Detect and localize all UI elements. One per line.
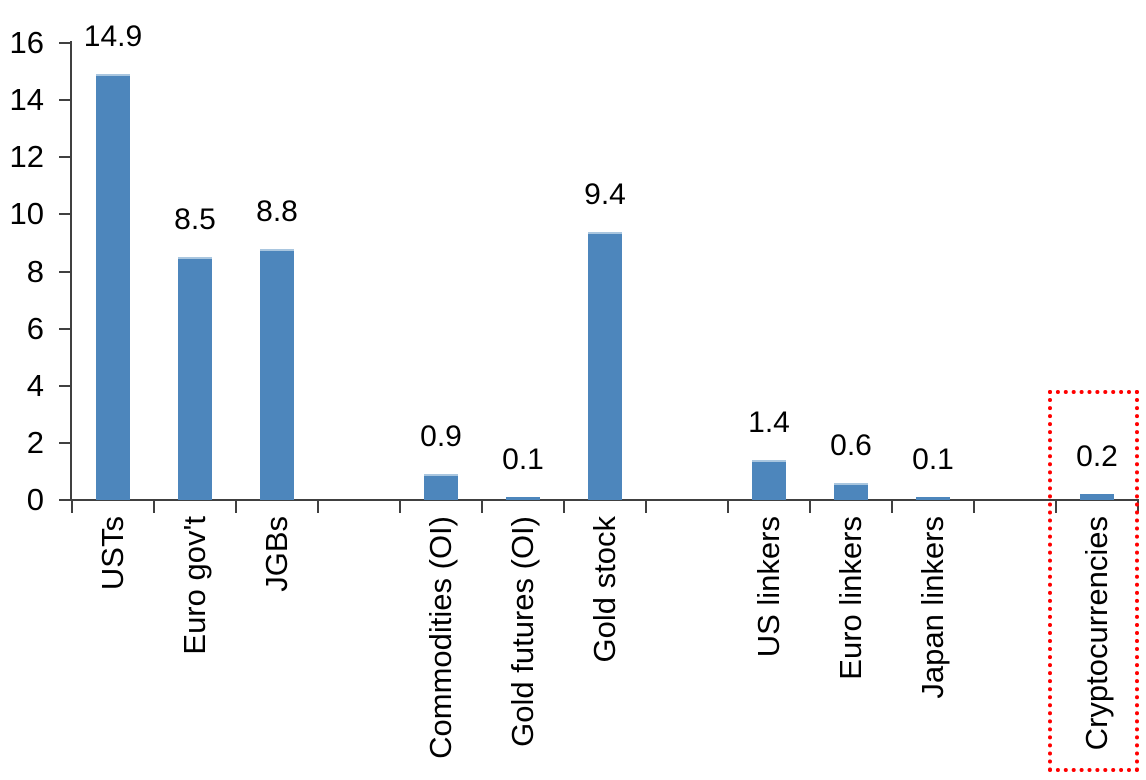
x-category-label: JGBs <box>259 516 294 592</box>
x-axis-line <box>70 499 1139 501</box>
x-axis-tick <box>563 500 565 513</box>
x-category-label: Japan linkers <box>915 516 950 699</box>
value-label: 8.5 <box>174 203 216 237</box>
x-category-label: USTs <box>95 516 130 591</box>
y-axis-tick <box>59 99 72 102</box>
bar <box>260 248 294 500</box>
value-label: 1.4 <box>748 406 790 439</box>
y-axis-tick <box>59 327 72 330</box>
bar <box>424 474 458 500</box>
bar <box>1080 494 1114 500</box>
x-axis-tick <box>809 500 811 513</box>
y-axis-tick <box>59 384 72 387</box>
x-axis-tick <box>481 500 483 513</box>
bar <box>752 460 786 500</box>
x-axis-tick <box>153 500 155 513</box>
value-label: 0.1 <box>912 443 954 477</box>
x-axis-tick <box>973 500 975 513</box>
y-tick-label: 10 <box>9 196 44 232</box>
x-axis-tick <box>71 500 73 513</box>
x-category-label: Gold futures (OI) <box>505 516 540 747</box>
x-axis-tick <box>235 500 237 513</box>
value-label: 0.6 <box>830 428 872 462</box>
y-axis-tick <box>59 499 72 501</box>
x-axis-tick <box>1055 500 1057 513</box>
x-category-label: US linkers <box>751 516 786 658</box>
value-label: 9.4 <box>584 177 626 211</box>
bar <box>916 497 950 500</box>
x-axis-tick <box>727 500 729 513</box>
x-axis-tick <box>645 500 647 513</box>
y-tick-label: 4 <box>26 367 44 403</box>
bar <box>506 497 540 500</box>
x-category-label: Gold stock <box>587 516 622 663</box>
y-tick-label: 8 <box>26 253 44 289</box>
y-tick-label: 12 <box>9 139 44 175</box>
bar <box>588 231 622 500</box>
y-tick-label: 6 <box>26 310 44 346</box>
x-category-label: Euro linkers <box>833 516 868 680</box>
highlight-box <box>1048 390 1139 772</box>
x-axis-tick <box>317 500 319 513</box>
bar <box>834 482 868 500</box>
bar <box>96 74 130 500</box>
y-axis-tick <box>59 441 72 444</box>
x-category-label: Commodities (OI) <box>423 516 458 759</box>
y-tick-label: 2 <box>26 424 44 460</box>
value-label: 0.9 <box>420 420 462 454</box>
bar <box>178 257 212 500</box>
x-axis-tick <box>891 500 893 513</box>
y-axis-tick <box>59 213 72 216</box>
value-label: 0.1 <box>502 443 544 477</box>
y-axis-tick <box>59 270 72 273</box>
value-label: 8.8 <box>256 194 298 228</box>
value-label: 0.2 <box>1076 440 1118 474</box>
x-category-label: Euro gov't <box>177 516 212 655</box>
y-axis-tick <box>59 156 72 159</box>
y-tick-label: 16 <box>9 25 44 60</box>
y-tick-label: 0 <box>26 482 44 517</box>
value-label: 14.9 <box>83 20 143 54</box>
y-tick-label: 14 <box>9 82 44 118</box>
y-axis-tick <box>59 42 72 44</box>
x-axis-tick <box>399 500 401 513</box>
